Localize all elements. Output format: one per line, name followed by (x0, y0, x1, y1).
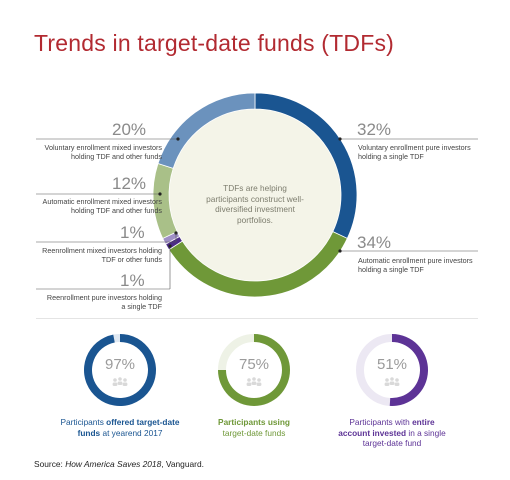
pct-label-reenroll-mixed: 1% (120, 223, 145, 242)
kpi-ring-single-fund (356, 334, 429, 406)
leader-dot-automatic-mixed (158, 192, 162, 196)
label-automatic-mixed: Automatic enrollment mixed investors hol… (42, 197, 162, 215)
source-note: Source: How America Saves 2018, Vanguard… (34, 459, 204, 469)
donut-center-text: TDFs are helping participants construct … (206, 183, 304, 225)
kpi-value-using: 75% (238, 356, 270, 373)
people-icon (246, 377, 262, 386)
kpi-ring-arc (389, 334, 429, 406)
pct-label-automatic-pure: 34% (357, 233, 392, 252)
donut-center-disc (169, 109, 341, 281)
label-reenroll-mixed: Reenrollment mixed investors holding TDF… (42, 246, 162, 264)
page-title: Trends in target-date funds (TDFs) (34, 30, 395, 56)
kpi-caption-single-fund: Participants with entire account investe… (338, 417, 446, 448)
label-voluntary-mixed: Voluntary enrollment mixed investors hol… (44, 143, 162, 161)
kpi-value-single-fund: 51% (376, 356, 408, 373)
slice-voluntary-mixed (157, 92, 256, 169)
pct-label-voluntary-mixed: 20% (112, 120, 147, 139)
kpi-ring-using (218, 334, 290, 406)
section-divider (36, 318, 478, 319)
people-icon (112, 377, 128, 386)
kpi-caption-offered: Participants offered target-date funds a… (60, 417, 180, 438)
leader-dot-automatic-pure (338, 249, 342, 253)
pct-label-reenroll-pure: 1% (120, 271, 145, 290)
leader-dot-voluntary-mixed (176, 137, 180, 141)
kpi-value-offered: 97% (104, 356, 136, 373)
people-icon (384, 377, 400, 386)
kpi-ring-offered (84, 334, 156, 406)
label-reenroll-pure: Reenrollment pure investors holding a si… (46, 293, 162, 311)
leader-dot-voluntary-pure (338, 137, 342, 141)
leader-dot-reenroll-pure (168, 244, 172, 248)
kpi-caption-using: Participants using target-date funds (218, 417, 290, 438)
label-voluntary-pure: Voluntary enrollment pure investors hold… (358, 143, 471, 161)
label-automatic-pure: Automatic enrollment pure investors hold… (358, 256, 473, 274)
pct-label-automatic-mixed: 12% (112, 174, 147, 193)
pct-label-voluntary-pure: 32% (357, 120, 392, 139)
